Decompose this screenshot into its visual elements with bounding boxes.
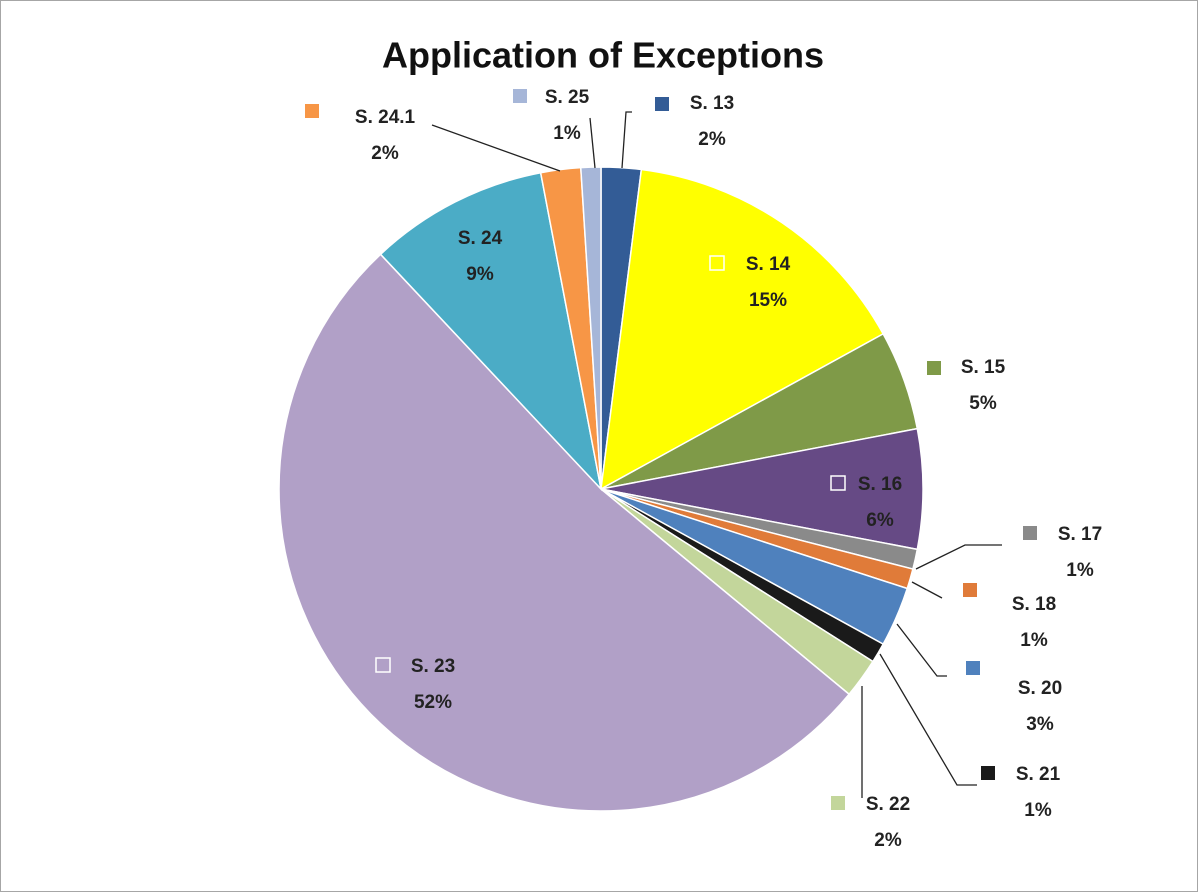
category-label: S. 25 (545, 87, 590, 108)
category-label: S. 22 (866, 794, 910, 815)
leader-line (589, 117, 596, 169)
value-label: 1% (553, 123, 581, 144)
legend-key (709, 255, 725, 271)
category-label: S. 16 (858, 474, 902, 495)
value-label: 2% (874, 830, 902, 851)
legend-key (375, 657, 391, 673)
pie (278, 166, 924, 812)
legend-key (655, 97, 669, 111)
legend-key (305, 104, 319, 118)
category-label: S. 15 (961, 357, 1006, 378)
value-label: 52% (414, 692, 452, 713)
value-label: 15% (749, 290, 787, 311)
category-label: S. 21 (1016, 764, 1061, 785)
category-label: S. 20 (1018, 678, 1062, 699)
category-label: S. 17 (1058, 524, 1102, 545)
category-label: S. 24 (458, 228, 503, 249)
value-label: 1% (1020, 630, 1048, 651)
pie-slice (600, 427, 924, 551)
legend-key (513, 89, 527, 103)
value-label: 2% (698, 129, 726, 150)
leader-line (896, 623, 947, 677)
legend-key (981, 766, 995, 780)
leader-line (621, 111, 632, 169)
legend-key (927, 361, 941, 375)
value-label: 1% (1024, 800, 1052, 821)
legend-key (963, 583, 977, 597)
legend-key (830, 475, 846, 491)
leader-line (911, 581, 943, 599)
value-label: 1% (1066, 560, 1094, 581)
category-label: S. 18 (1012, 594, 1056, 615)
value-label: 6% (866, 510, 894, 531)
legend-key (1023, 526, 1037, 540)
chart-title: Application of Exceptions (382, 35, 824, 76)
pie-slice (278, 253, 851, 812)
category-label: S. 23 (411, 656, 455, 677)
value-label: 2% (371, 143, 399, 164)
leader-line (915, 544, 1002, 570)
value-label: 9% (466, 264, 494, 285)
category-label: S. 13 (690, 93, 734, 114)
value-label: 3% (1026, 714, 1054, 735)
pie-slice (600, 168, 885, 491)
pie-slice (379, 171, 603, 492)
leader-line (879, 653, 977, 786)
data-labels: S. 13 2% S. 14 15% S. 15 5% S. 16 6% S. 17 1% S. 1… (305, 87, 1102, 851)
value-label: 5% (969, 393, 997, 414)
category-label: S. 24.1 (355, 107, 416, 128)
legend-key (966, 661, 980, 675)
leader-line (431, 124, 561, 172)
category-label: S. 14 (746, 254, 791, 275)
legend-key (831, 796, 845, 810)
pie-slice (579, 166, 602, 490)
